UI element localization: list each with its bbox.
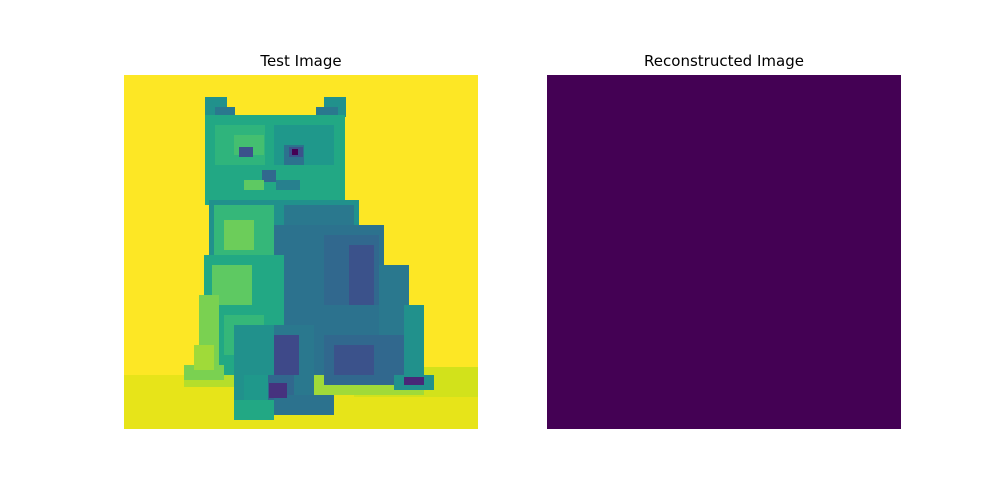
- reconstructed-image-panel: [547, 75, 901, 429]
- test-image-title: Test Image: [260, 52, 342, 70]
- test-image-cat-picture: [124, 75, 478, 429]
- reconstructed-image-title: Reconstructed Image: [644, 52, 804, 70]
- test-image-panel: [124, 75, 478, 429]
- reconstructed-image-fill: [547, 75, 901, 429]
